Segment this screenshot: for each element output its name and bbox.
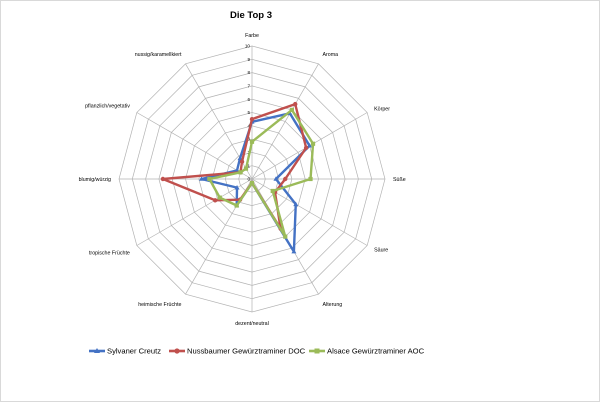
legend: Sylvaner Creutz Nussbaumer Gewürztraminer… (89, 347, 425, 356)
data-point (310, 141, 316, 146)
chart-title: Die Top 3 (230, 10, 272, 21)
data-point (234, 203, 239, 208)
category-label: Körper (374, 107, 390, 113)
tick-label: 10 (245, 44, 251, 49)
tick-label: 3 (247, 137, 250, 142)
category-label: Süße (393, 177, 406, 183)
category-label: Aroma (323, 52, 339, 58)
data-point (291, 248, 297, 254)
category-label: blumig/würzig (79, 177, 111, 183)
radar-spokes (119, 46, 385, 312)
data-point (212, 198, 218, 203)
tick-label: 6 (247, 97, 250, 102)
data-point (289, 107, 294, 112)
data-point (239, 159, 245, 164)
category-label: Farbe (245, 33, 259, 39)
spoke (136, 112, 253, 180)
category-label: heimische Früchte (138, 302, 181, 308)
category-label: tropische Früchte (89, 251, 130, 257)
data-point (293, 101, 298, 107)
data-point (249, 116, 255, 122)
tick-label: 0 (247, 177, 250, 182)
legend-marker (174, 348, 180, 354)
tick-label: 9 (247, 57, 250, 62)
data-point (238, 170, 243, 175)
data-point (270, 188, 275, 194)
spoke (251, 63, 319, 180)
category-labels: Farbe Aroma Körper Süße Säure Alterung dezent/… (79, 33, 406, 327)
series-3 (207, 107, 316, 239)
legend-label: Sylvaner Creutz (107, 347, 161, 356)
data-point (293, 201, 299, 207)
data-point (303, 145, 309, 150)
legend-item: Sylvaner Creutz (89, 347, 161, 356)
spoke (136, 178, 253, 246)
data-point (273, 176, 279, 181)
data-point (307, 143, 313, 148)
tick-label: 4 (247, 123, 250, 128)
data-point (198, 176, 204, 181)
tick-label: 5 (247, 110, 250, 115)
series-layer (160, 101, 316, 254)
category-label: nussig/karamellkiert (135, 52, 182, 58)
data-point (160, 176, 166, 182)
legend-item: Alsace Gewürztraminer AOC (309, 347, 425, 356)
data-point (234, 185, 240, 190)
legend-label: Nussbaumer Gewürztraminer DOC (187, 347, 306, 356)
legend-marker (94, 348, 100, 353)
category-label: Säure (374, 248, 388, 254)
data-point (207, 176, 212, 182)
data-point (237, 155, 243, 161)
legend-marker (314, 348, 320, 354)
tick-label: 8 (247, 70, 250, 75)
series-1 (198, 110, 313, 254)
legend-label: Alsace Gewürztraminer AOC (327, 347, 425, 356)
data-point (283, 176, 288, 182)
category-label: dezent/neutral (235, 321, 269, 327)
category-label: pflanzlich/vegetativ (85, 104, 130, 110)
data-point (217, 195, 222, 200)
data-point (283, 234, 288, 239)
data-point (249, 139, 255, 144)
data-point (308, 176, 313, 182)
series-line (200, 112, 311, 253)
tick-label: 1 (247, 163, 250, 168)
legend-item: Nussbaumer Gewürztraminer DOC (169, 347, 306, 356)
category-label: Alterung (323, 302, 343, 308)
tick-label: 7 (247, 84, 250, 89)
data-point (234, 167, 240, 173)
data-point (249, 180, 255, 186)
data-point (243, 166, 249, 171)
